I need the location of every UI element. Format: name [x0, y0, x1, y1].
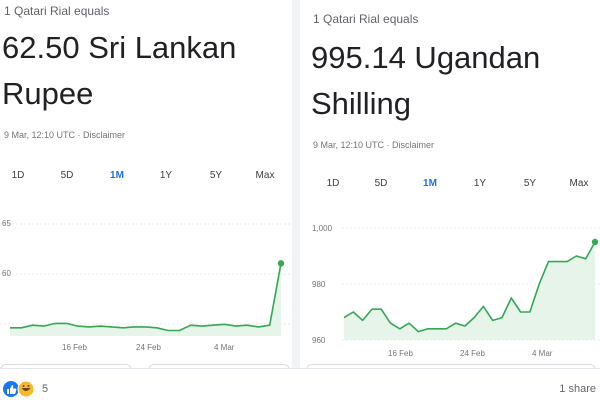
timestamp-disclaimer: 9 Mar, 12:10 UTC · Disclaimer: [313, 140, 435, 150]
latest-point-marker: [591, 238, 599, 246]
tab-5d[interactable]: 5D: [60, 170, 74, 181]
reaction-count[interactable]: 5: [42, 383, 49, 395]
card-edge: [148, 364, 290, 371]
exchange-rate-chart[interactable]: 1,000 980 960 16 Feb 24 Feb 4 Mar: [300, 200, 600, 368]
chart-series-line: [343, 241, 596, 333]
y-tick-label: 65: [2, 219, 11, 228]
haha-eye: [22, 385, 25, 387]
y-tick-label: 60: [2, 269, 11, 278]
y-tick-label: 1,000: [312, 224, 333, 233]
reaction-icons[interactable]: [2, 380, 42, 398]
chart-area-fill: [344, 242, 595, 340]
tab-1d[interactable]: 1D: [326, 178, 340, 189]
rate-value-line2: Shilling: [311, 86, 411, 121]
chart-series-line: [10, 263, 282, 332]
tab-1m[interactable]: 1M: [423, 178, 437, 189]
y-tick-label: 960: [312, 336, 326, 345]
tab-5y[interactable]: 5Y: [523, 178, 537, 189]
latest-point-marker: [277, 260, 285, 267]
tab-max[interactable]: Max: [569, 178, 589, 189]
converter-card-lkr: 1 Qatari Rial equals 62.50 Sri Lankan Ru…: [0, 0, 292, 368]
rate-value-line2: Rupee: [2, 76, 94, 111]
haha-eye: [27, 385, 30, 387]
timestamp-disclaimer: 9 Mar, 12:10 UTC · Disclaimer: [4, 130, 126, 140]
thumb-glyph: [7, 385, 17, 394]
chart-area-fill: [10, 263, 281, 336]
tab-5d[interactable]: 5D: [374, 178, 388, 189]
x-tick-label: 24 Feb: [460, 349, 485, 358]
post-reactions-bar: 5 1 share: [0, 368, 600, 401]
card-edge: [0, 364, 132, 371]
rate-value-line1: 62.50 Sri Lankan: [2, 30, 237, 65]
haha-mouth: [21, 388, 31, 391]
tab-5y[interactable]: 5Y: [209, 170, 223, 181]
tab-1y[interactable]: 1Y: [473, 178, 487, 189]
x-tick-label: 4 Mar: [214, 343, 235, 352]
tab-1m[interactable]: 1M: [110, 170, 124, 181]
card-edge: [306, 364, 596, 371]
y-tick-label: 980: [312, 280, 326, 289]
converter-subtitle: 1 Qatari Rial equals: [313, 12, 419, 26]
panel-divider: [292, 0, 300, 368]
converter-subtitle: 1 Qatari Rial equals: [4, 4, 110, 18]
exchange-rate-chart[interactable]: 65 60 16 Feb 24 Feb 4 Mar: [0, 200, 292, 360]
tab-max[interactable]: Max: [255, 170, 275, 181]
tab-1d[interactable]: 1D: [11, 170, 25, 181]
x-tick-label: 16 Feb: [388, 349, 413, 358]
x-tick-label: 16 Feb: [62, 343, 87, 352]
x-tick-label: 4 Mar: [532, 349, 553, 358]
rate-value-line1: 995.14 Ugandan: [311, 40, 541, 75]
converter-card-ugx: 1 Qatari Rial equals 995.14 Ugandan Shil…: [300, 0, 600, 368]
tab-1y[interactable]: 1Y: [159, 170, 173, 181]
x-tick-label: 24 Feb: [136, 343, 161, 352]
share-count[interactable]: 1 share: [559, 383, 596, 395]
